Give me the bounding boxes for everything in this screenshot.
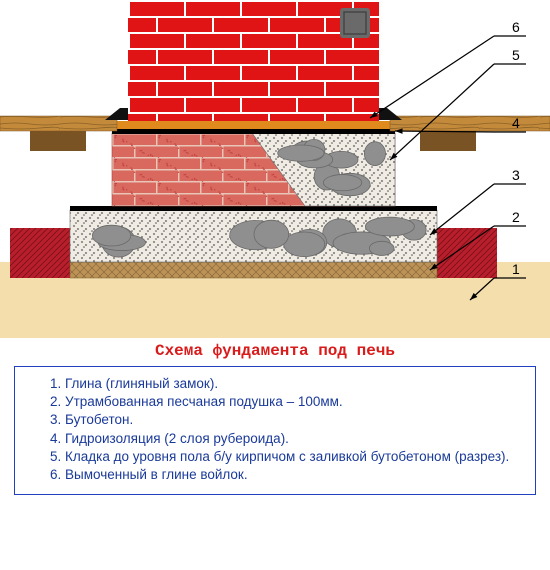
legend-item: Бутобетон. <box>65 411 525 429</box>
legend-box: Глина (глиняный замок).Утрамбованная пес… <box>14 366 536 495</box>
foundation-diagram: 6 5 4 3 2 1 <box>0 0 550 338</box>
legend-item: Кладка до уровня пола б/у кирпичом с зал… <box>65 448 525 466</box>
legend-item: Вымоченный в глине войлок. <box>65 466 525 484</box>
legend-item: Гидроизоляция (2 слоя рубероида). <box>65 430 525 448</box>
svg-text:4: 4 <box>512 115 520 131</box>
legend-list: Глина (глиняный замок).Утрамбованная пес… <box>25 375 525 484</box>
svg-text:1: 1 <box>512 261 520 277</box>
svg-text:2: 2 <box>512 209 520 225</box>
legend-item: Утрамбованная песчаная подушка – 100мм. <box>65 393 525 411</box>
legend-item: Глина (глиняный замок). <box>65 375 525 393</box>
diagram-title: Схема фундамента под печь <box>0 342 550 360</box>
svg-text:5: 5 <box>512 47 520 63</box>
svg-text:3: 3 <box>512 167 520 183</box>
svg-text:6: 6 <box>512 19 520 35</box>
